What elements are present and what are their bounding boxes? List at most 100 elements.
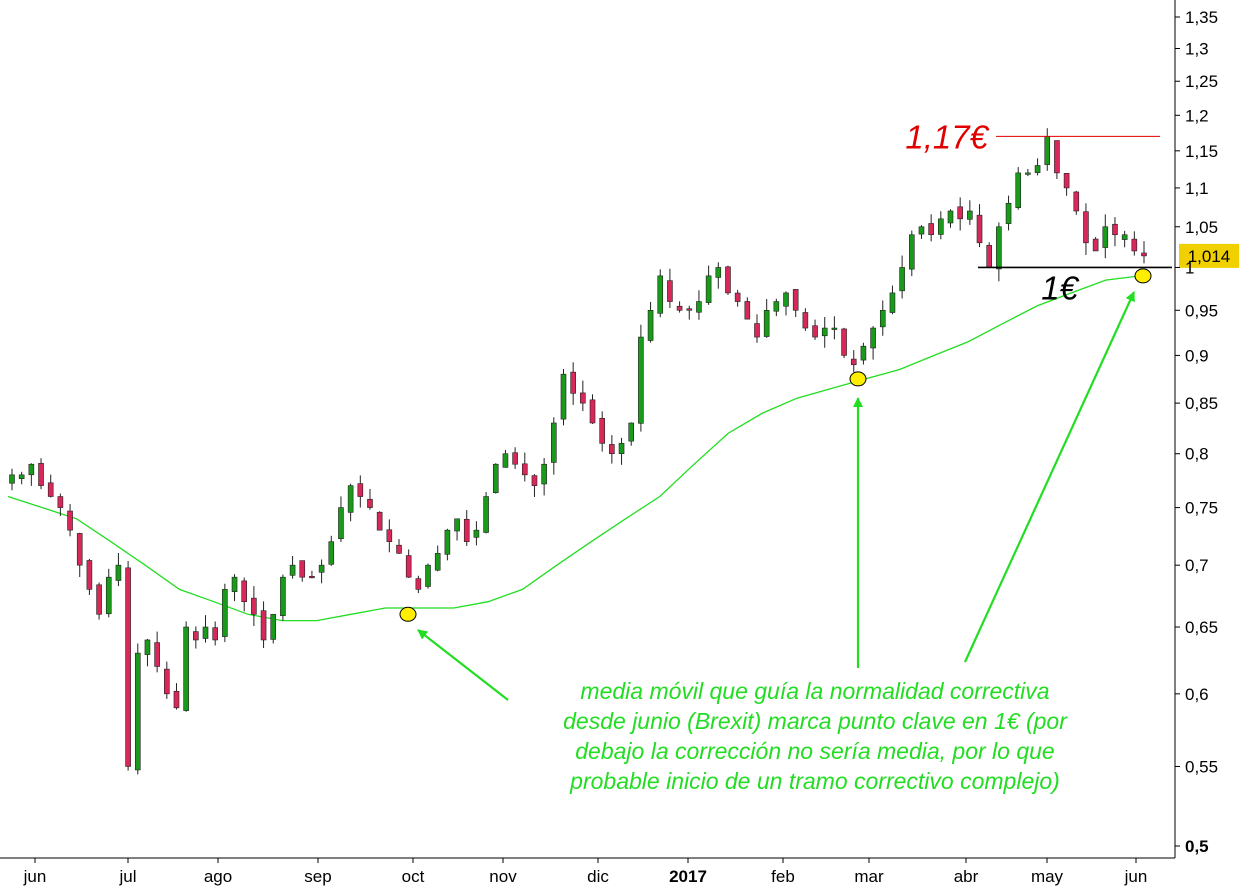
candle-body xyxy=(609,444,615,455)
candle-body xyxy=(492,463,499,494)
candle-body xyxy=(28,463,35,476)
candle-body xyxy=(473,529,480,538)
candle-body xyxy=(1141,252,1147,257)
candle-body xyxy=(115,564,122,581)
candle-body xyxy=(560,373,567,420)
candle-body xyxy=(1005,202,1012,224)
candle-body xyxy=(763,309,770,337)
y-tick-label: 0,75 xyxy=(1185,499,1218,518)
candle-body xyxy=(1131,238,1138,252)
candle-body xyxy=(1073,191,1080,212)
candle-body xyxy=(415,578,422,590)
candle-body xyxy=(193,631,199,641)
y-tick-label: 0,85 xyxy=(1185,394,1218,413)
candle-body xyxy=(260,610,267,641)
candle-body xyxy=(1121,234,1128,240)
annotation-line: debajo la corrección no sería media, por… xyxy=(575,738,1055,764)
x-tick-label: dic xyxy=(587,867,609,886)
candle-body xyxy=(541,463,547,485)
x-tick-label: nov xyxy=(489,867,517,886)
candle-body xyxy=(551,422,557,463)
candle-body xyxy=(996,226,1002,270)
candle-body xyxy=(376,511,383,531)
candle-body xyxy=(67,510,73,531)
y-tick-label: 1,35 xyxy=(1185,8,1218,27)
candle-body xyxy=(628,422,635,442)
candle-body xyxy=(792,289,799,311)
candle-body xyxy=(1054,140,1060,174)
resistance-label: 1,17€ xyxy=(905,118,989,155)
candle-body xyxy=(38,463,44,486)
candle-body xyxy=(1083,211,1089,244)
candle-body xyxy=(1044,136,1051,165)
candle-body xyxy=(1112,223,1118,236)
candle-body xyxy=(812,325,818,338)
candle-body xyxy=(164,668,170,695)
candle-body xyxy=(967,210,973,220)
candle-body xyxy=(1092,238,1099,252)
touch-point-marker xyxy=(1134,268,1152,284)
candle-body xyxy=(928,223,934,236)
candle-body xyxy=(347,485,354,513)
y-tick-label: 1 xyxy=(1185,258,1194,277)
candle-body xyxy=(773,301,780,312)
x-tick-label: mar xyxy=(854,867,884,886)
candle-body xyxy=(367,498,373,508)
candle-body xyxy=(947,210,954,224)
candle-body xyxy=(938,218,944,235)
candle-body xyxy=(9,474,15,484)
candle-body xyxy=(696,301,702,313)
candle-body xyxy=(318,564,325,573)
candle-body xyxy=(386,529,393,542)
candle-body xyxy=(531,475,538,486)
candle-body xyxy=(976,214,983,244)
y-tick-label: 0,6 xyxy=(1185,685,1209,704)
candle-body xyxy=(725,266,731,294)
last-price-box xyxy=(1179,243,1239,268)
candle-body xyxy=(309,576,315,579)
x-tick-label: oct xyxy=(402,867,425,886)
x-tick-label: jul xyxy=(118,867,136,886)
candle-body xyxy=(1063,173,1070,189)
candle-body xyxy=(570,371,576,394)
y-tick-label: 1,15 xyxy=(1185,142,1218,161)
candle-body xyxy=(338,507,344,540)
candle-body xyxy=(154,642,160,667)
candle-body xyxy=(657,275,664,314)
candle-body xyxy=(918,226,925,235)
candle-body xyxy=(831,327,838,330)
annotation-line: media móvil que guía la normalidad corre… xyxy=(580,678,1050,704)
y-tick-label: 0,95 xyxy=(1185,301,1218,320)
candle-body xyxy=(580,392,586,404)
candle-body xyxy=(328,541,335,565)
candle-body xyxy=(425,564,431,587)
candle-body xyxy=(251,597,257,615)
candle-body xyxy=(841,328,847,356)
touch-point-marker xyxy=(399,606,417,622)
y-tick-label: 1,2 xyxy=(1185,106,1209,125)
candle-body xyxy=(483,496,489,533)
candle-body xyxy=(821,327,828,337)
x-tick-label: jun xyxy=(1124,867,1148,886)
candle-body xyxy=(783,292,789,307)
candle-body xyxy=(454,518,460,532)
candle-body xyxy=(676,305,683,311)
y-tick-label: 1,25 xyxy=(1185,72,1218,91)
y-tick-label: 0,7 xyxy=(1185,556,1209,575)
last-price-label: 1,014 xyxy=(1188,247,1231,266)
candle-body xyxy=(183,626,189,711)
candle-body xyxy=(96,584,102,615)
annotation-arrow xyxy=(963,291,1136,663)
candle-body xyxy=(599,417,605,444)
y-tick-label: 0,9 xyxy=(1185,346,1209,365)
candle-body xyxy=(405,555,412,578)
x-tick-label: feb xyxy=(771,867,795,886)
candle-body xyxy=(270,613,277,640)
y-tick-label: 1,3 xyxy=(1185,39,1209,58)
candle-body xyxy=(638,336,644,424)
candle-body xyxy=(589,399,596,424)
candle-body xyxy=(889,292,896,313)
x-tick-label: sep xyxy=(304,867,331,886)
annotation-line: desde junio (Brexit) marca punto clave e… xyxy=(563,708,1067,734)
